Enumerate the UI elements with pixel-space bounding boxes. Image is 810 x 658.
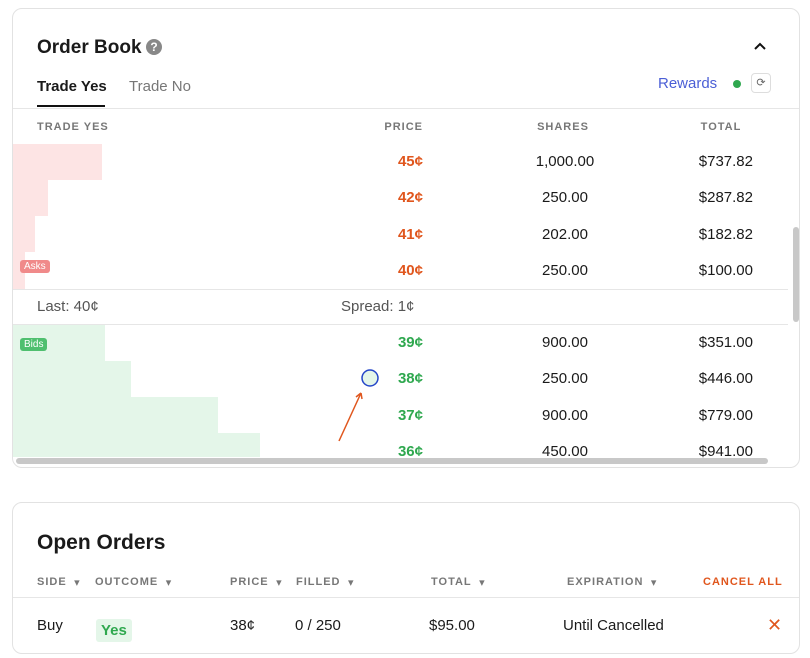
collapse-chevron[interactable] xyxy=(753,41,767,51)
shares: 1,000.00 xyxy=(535,153,595,170)
shares: 900.00 xyxy=(542,406,588,424)
price: 40¢ xyxy=(397,261,423,279)
order-book-title: Order Book xyxy=(37,37,142,58)
shares: 250.00 xyxy=(542,189,588,207)
cancel-all-button[interactable]: CANCEL ALL xyxy=(703,576,783,588)
scrollbar-horizontal[interactable] xyxy=(16,458,768,464)
shares: 250.00 xyxy=(542,261,588,279)
spread: Spread: 1¢ xyxy=(341,298,415,315)
column-header: TOTAL xyxy=(700,121,742,133)
sort-caret[interactable]: ▾ xyxy=(650,577,658,589)
column-header[interactable]: FILLED ▾ xyxy=(296,576,355,589)
column-header: SHARES xyxy=(537,121,589,133)
price: 42¢ xyxy=(397,189,423,207)
bids-badge: Bids xyxy=(20,338,48,351)
cancel-order-button[interactable]: ✕ xyxy=(767,615,783,635)
total: $182.82 xyxy=(698,225,753,243)
last-price: Last: 40¢ xyxy=(37,298,99,315)
column-header: TRADE YES xyxy=(37,121,109,133)
sort-caret[interactable]: ▾ xyxy=(479,577,486,589)
price: 38¢ xyxy=(397,370,423,388)
scrollbar-vertical[interactable] xyxy=(793,227,799,322)
status-dot xyxy=(733,80,741,88)
price: 41¢ xyxy=(397,225,423,243)
sort-caret[interactable]: ▾ xyxy=(347,577,355,589)
price: 39¢ xyxy=(397,334,423,351)
total: $941.00 xyxy=(698,442,753,460)
divider xyxy=(13,108,799,109)
total: $100.00 xyxy=(698,261,753,279)
order-cell: 0 / 250 xyxy=(295,617,341,634)
tab[interactable]: Trade Yes xyxy=(37,78,107,95)
divider xyxy=(13,597,799,598)
column-header[interactable]: EXPIRATION ▾ xyxy=(567,576,658,589)
depth-bar xyxy=(13,397,218,433)
outcome-badge: Yes xyxy=(96,619,132,642)
tab[interactable]: Trade No xyxy=(129,78,191,95)
total: $446.00 xyxy=(698,370,753,388)
depth-bar xyxy=(13,144,102,180)
shares: 202.00 xyxy=(542,225,588,243)
order-cell: $95.00 xyxy=(429,617,475,634)
open-orders-card: Open Orders CANCEL ALL ✕ SIDE ▾ OUTCOME ▾… xyxy=(12,502,800,654)
shares: 900.00 xyxy=(542,334,588,351)
help-icon[interactable]: ? xyxy=(146,39,162,55)
column-header: PRICE xyxy=(384,121,423,133)
divider xyxy=(13,324,788,325)
order-cell: Until Cancelled xyxy=(563,617,664,634)
column-header[interactable]: TOTAL ▾ xyxy=(431,576,486,589)
price: 36¢ xyxy=(397,442,423,460)
asks-badge: Asks xyxy=(20,260,50,273)
depth-bar xyxy=(13,361,131,397)
total: $779.00 xyxy=(698,406,753,424)
depth-bar xyxy=(13,216,35,252)
sort-caret[interactable]: ▾ xyxy=(276,577,283,589)
divider xyxy=(13,289,788,290)
column-header[interactable]: OUTCOME ▾ xyxy=(95,576,173,589)
column-header[interactable]: PRICE ▾ xyxy=(230,576,283,589)
total: $737.82 xyxy=(698,153,753,170)
refresh-button[interactable]: ⟳ xyxy=(751,73,771,93)
tab-underline xyxy=(37,105,105,107)
depth-bar xyxy=(13,180,48,216)
depth-bar xyxy=(13,433,260,457)
column-header[interactable]: SIDE ▾ xyxy=(37,576,81,589)
order-cell: 38¢ xyxy=(230,617,256,634)
price: 45¢ xyxy=(397,153,423,170)
shares: 450.00 xyxy=(542,442,588,460)
shares: 250.00 xyxy=(542,370,588,388)
sort-caret[interactable]: ▾ xyxy=(165,577,173,589)
price: 37¢ xyxy=(397,406,423,424)
order-cell: Buy xyxy=(37,617,63,634)
annotation-arrow xyxy=(338,369,379,442)
total: $351.00 xyxy=(698,334,753,351)
order-book-card: Order Book ? Trade Yes Trade No Rewards … xyxy=(12,8,800,468)
sort-caret[interactable]: ▾ xyxy=(74,577,81,589)
total: $287.82 xyxy=(698,189,753,207)
rewards-link[interactable]: Rewards xyxy=(658,75,718,92)
open-orders-title: Open Orders xyxy=(37,531,166,554)
